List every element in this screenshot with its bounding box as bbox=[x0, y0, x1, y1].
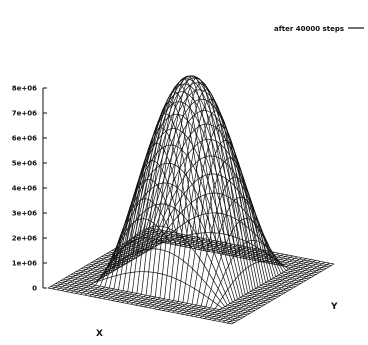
y-axis-label: Y bbox=[330, 302, 338, 312]
mesh-line-j bbox=[137, 235, 322, 272]
mesh-line-j bbox=[88, 101, 273, 301]
x-axis-label: X bbox=[96, 329, 103, 339]
mesh-line-j bbox=[93, 83, 278, 298]
surface-mesh bbox=[47, 75, 335, 325]
mesh-line-j bbox=[149, 227, 335, 265]
mesh-line-j bbox=[144, 230, 329, 268]
z-tick-label: 2e+06 bbox=[12, 235, 37, 243]
z-tick-label: 5e+06 bbox=[12, 160, 37, 168]
mesh-line-j bbox=[86, 113, 271, 302]
mesh-line-j bbox=[53, 284, 238, 322]
mesh-line-j bbox=[139, 233, 324, 271]
mesh-line-j bbox=[55, 283, 240, 320]
mesh-line-j bbox=[58, 281, 243, 319]
z-tick-label: 4e+06 bbox=[12, 185, 37, 193]
mesh-line-j bbox=[101, 75, 286, 293]
z-tick-label: 7e+06 bbox=[12, 110, 37, 118]
mesh-line-j bbox=[126, 192, 312, 278]
mesh-line-j bbox=[129, 212, 314, 277]
mesh-line-j bbox=[63, 278, 248, 316]
mesh-line-j bbox=[73, 203, 258, 310]
mesh-line-j bbox=[47, 287, 233, 325]
z-tick-label: 8e+06 bbox=[12, 85, 37, 93]
mesh-line-j bbox=[119, 138, 304, 283]
mesh-line-j bbox=[60, 280, 245, 317]
mesh-line-j bbox=[50, 286, 235, 323]
legend: after 40000 steps bbox=[274, 25, 364, 33]
z-tick-label: 3e+06 bbox=[12, 210, 37, 218]
mesh-line-j bbox=[78, 162, 263, 307]
mesh-line-j bbox=[142, 232, 327, 269]
mesh-line-j bbox=[124, 173, 309, 280]
mesh-line-j bbox=[70, 225, 255, 311]
z-tick-label: 6e+06 bbox=[12, 135, 37, 143]
legend-entry-label: after 40000 steps bbox=[274, 25, 344, 33]
mesh-line-j bbox=[134, 236, 319, 274]
mesh-line-j bbox=[116, 123, 301, 284]
mesh-line-j bbox=[147, 229, 332, 266]
mesh-line-j bbox=[111, 98, 296, 287]
mesh-line-j bbox=[109, 89, 294, 289]
mesh-line-j bbox=[104, 77, 289, 292]
mesh-line-j bbox=[81, 144, 266, 305]
mesh-line-j bbox=[65, 271, 250, 314]
z-tick-label: 0 bbox=[32, 285, 37, 293]
z-axis: 0 1e+06 2e+06 3e+06 4e+06 5e+06 6e+06 7e+06 8e+0… bbox=[12, 85, 47, 293]
z-tick-label: 1e+06 bbox=[12, 260, 37, 268]
mesh-line-j bbox=[96, 78, 281, 296]
